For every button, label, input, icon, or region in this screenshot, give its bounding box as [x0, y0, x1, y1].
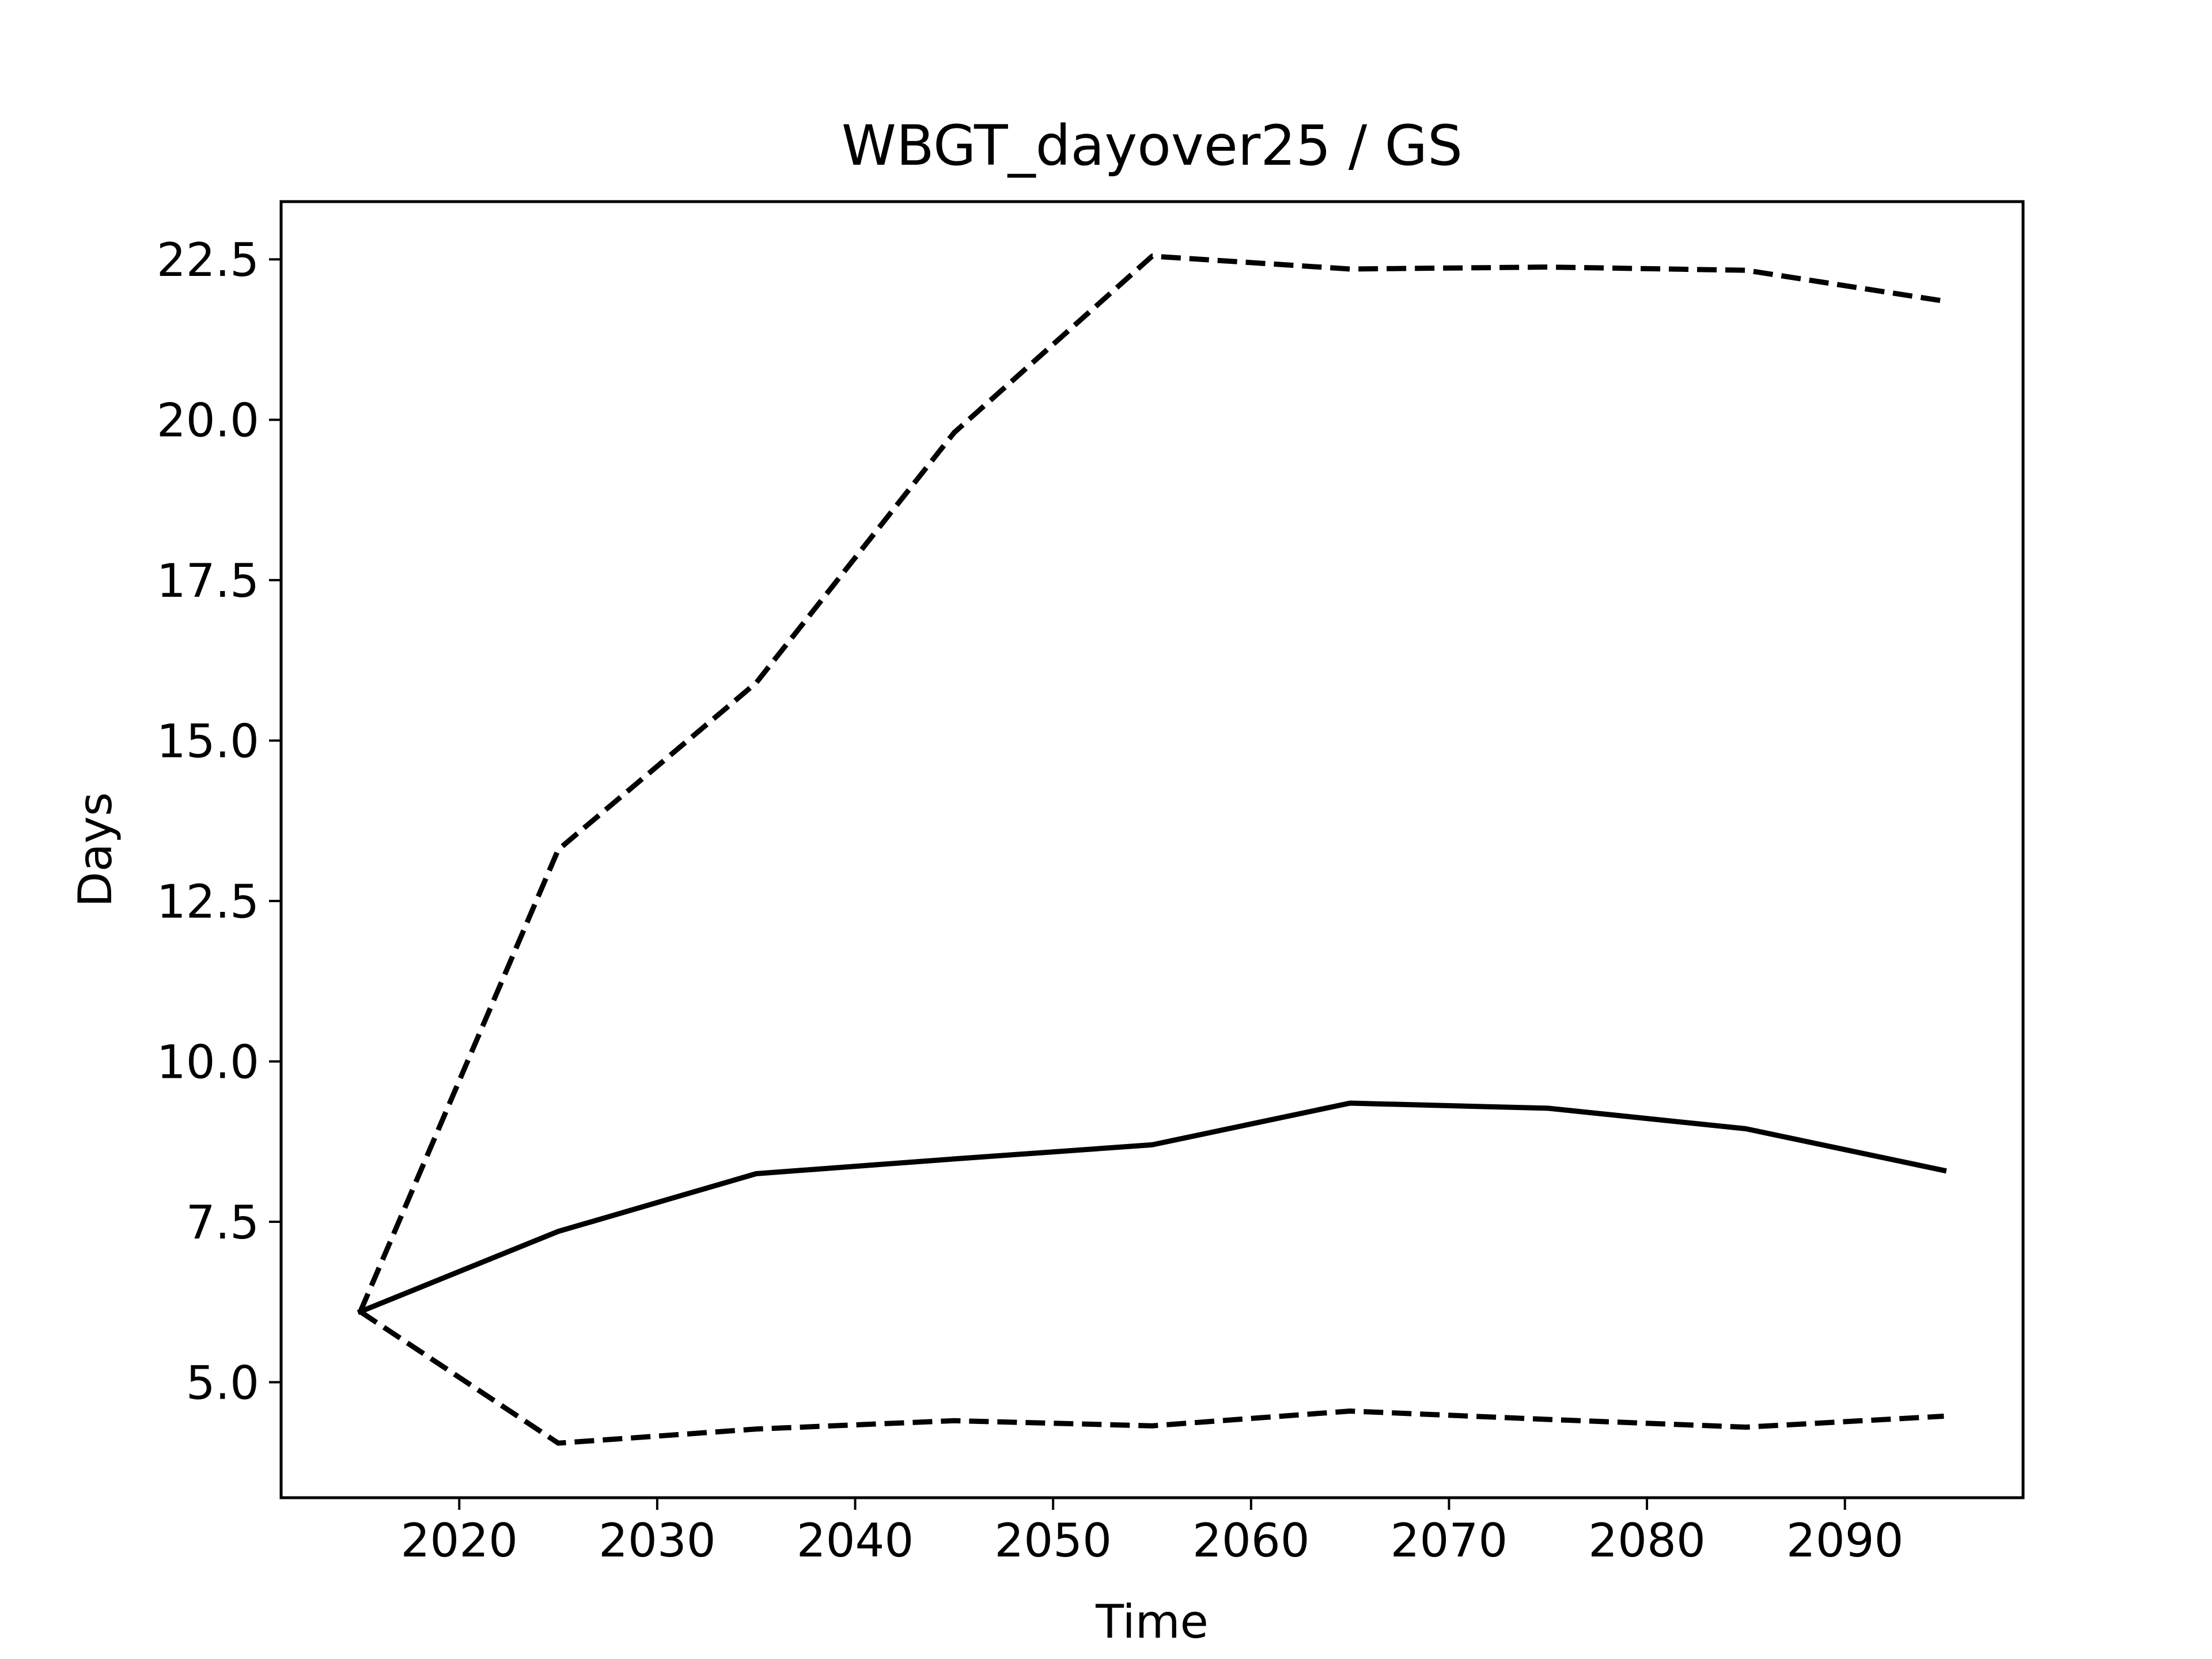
y-tick-label: 20.0 — [157, 394, 259, 448]
x-tick-label: 2030 — [599, 1514, 716, 1567]
plot-area — [357, 253, 1947, 1446]
x-tick-label: 2060 — [1192, 1514, 1310, 1567]
y-tick-label: 17.5 — [157, 554, 259, 608]
x-axis-label: Time — [1095, 1595, 1209, 1649]
axes-frame — [279, 200, 2025, 1499]
series-line-lower — [359, 1309, 1944, 1446]
x-tick-label: 2080 — [1588, 1514, 1706, 1567]
series-line-median — [357, 1100, 1947, 1315]
y-tick-label: 12.5 — [157, 875, 259, 929]
y-tick-label: 5.0 — [186, 1357, 259, 1410]
y-tick-label: 15.0 — [157, 715, 259, 768]
x-tick-label: 2020 — [400, 1514, 518, 1567]
x-tick-label: 2070 — [1391, 1514, 1508, 1567]
x-tick-label: 2040 — [797, 1514, 914, 1567]
x-tick-label: 2090 — [1786, 1514, 1904, 1567]
y-tick-label: 22.5 — [157, 233, 259, 287]
x-axis-ticks: 2020 2030 2040 2050 2060 2070 2080 2090 — [400, 1498, 1904, 1567]
y-tick-label: 7.5 — [186, 1196, 259, 1249]
chart-title: WBGT_dayover25 / GS — [842, 113, 1463, 178]
y-axis-ticks: 5.0 7.5 10.0 12.5 15.0 17.5 20.0 22.5 — [157, 233, 281, 1410]
y-axis-label: Days — [69, 792, 122, 907]
y-tick-label: 10.0 — [157, 1036, 259, 1089]
x-tick-label: 2050 — [994, 1514, 1112, 1567]
series-line-upper — [358, 253, 1945, 1313]
